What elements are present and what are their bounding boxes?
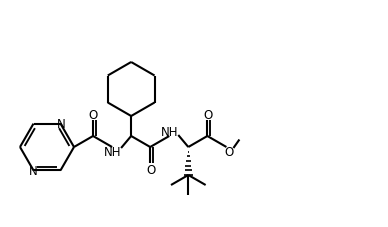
Text: NH: NH	[104, 146, 122, 159]
Text: O: O	[147, 163, 156, 176]
Text: N: N	[57, 117, 65, 130]
Text: O: O	[225, 145, 234, 158]
Text: O: O	[88, 108, 98, 121]
Text: N: N	[29, 165, 37, 178]
Text: O: O	[204, 108, 213, 121]
Text: NH: NH	[161, 125, 178, 138]
